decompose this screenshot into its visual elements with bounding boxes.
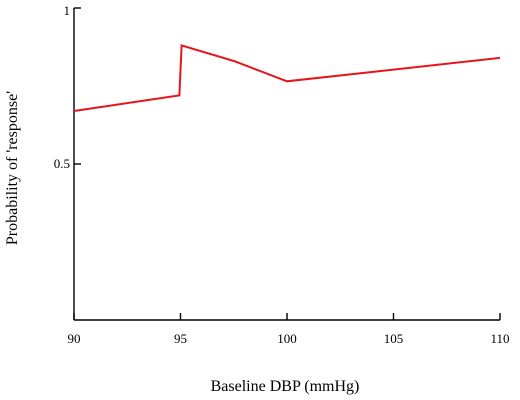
y-axis-title: Probability of 'response': [4, 91, 21, 245]
series-line: [73, 44, 501, 112]
series-layer: [73, 44, 501, 112]
x-tick-label: 90: [68, 331, 81, 346]
x-tick-label: 95: [174, 331, 187, 346]
y-tick-label: 1: [64, 3, 71, 18]
x-tick-label: 100: [277, 331, 297, 346]
x-axis-title: Baseline DBP (mmHg): [211, 378, 360, 395]
y-ticks: 0.51: [54, 3, 81, 171]
x-tick-label: 110: [490, 331, 509, 346]
x-tick-label: 105: [384, 331, 404, 346]
x-ticks: 90 95 100 105 110: [68, 313, 510, 346]
y-tick-label: 0.5: [54, 156, 70, 171]
